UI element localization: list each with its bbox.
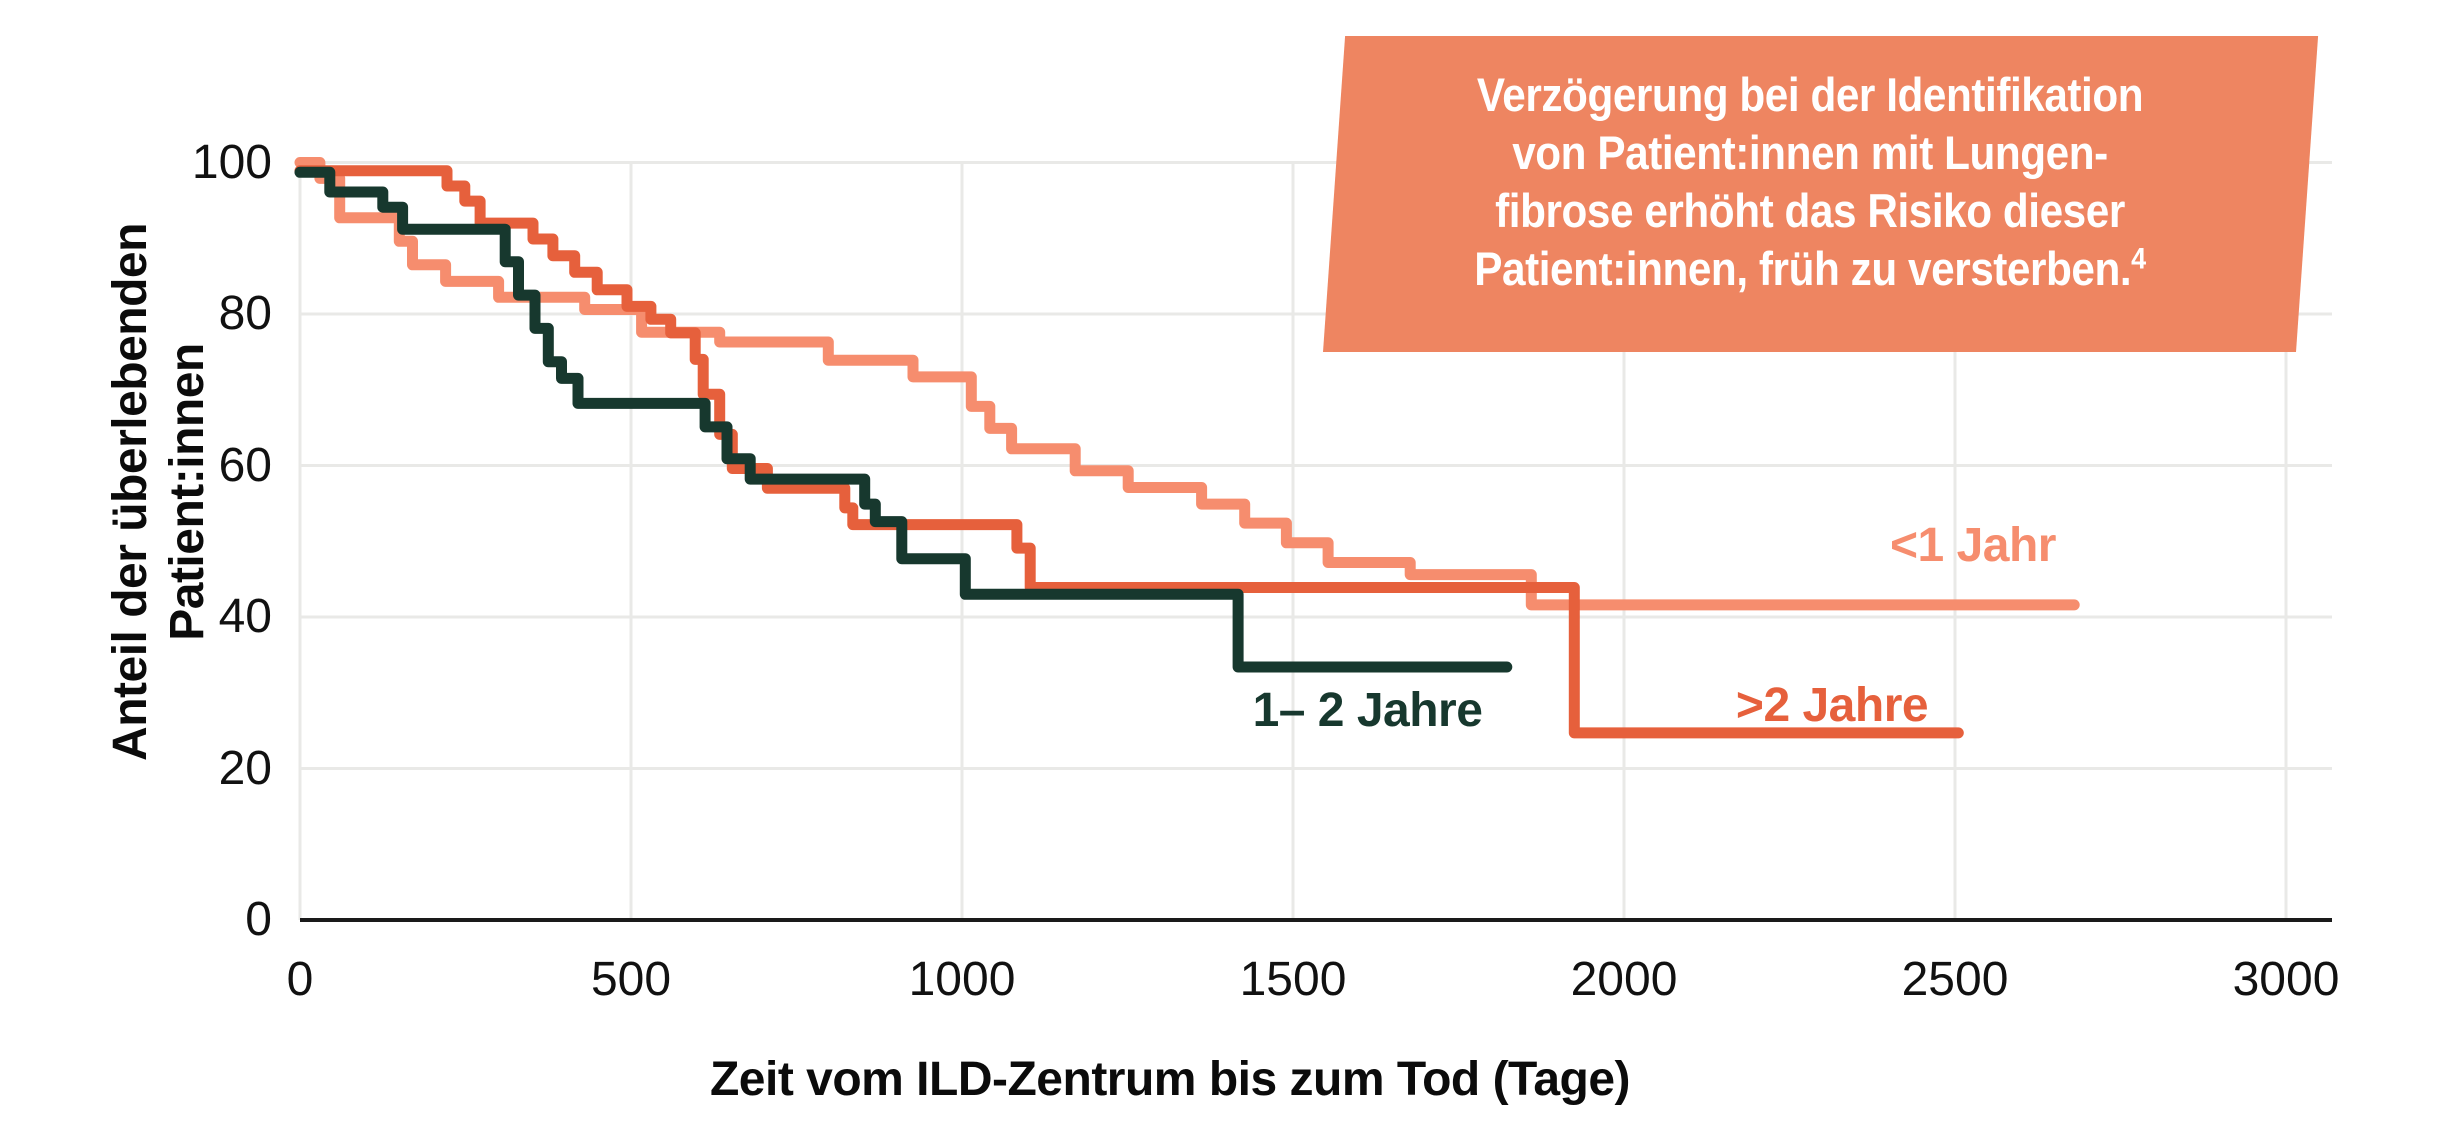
annotation-line-4: Patient:innen, früh zu versterben.4 (1378, 240, 2242, 298)
annotation-line-4-text: Patient:innen, früh zu versterben. (1474, 242, 2132, 295)
y-tick-label-100: 100 (191, 135, 272, 189)
annotation-text: Verzögerung bei der Identifikation von P… (1378, 66, 2242, 298)
annotation-line-3: fibrose erhöht das Risiko dieser (1495, 184, 2125, 237)
curve-1-2-jahre (294, 166, 1513, 673)
curve-label-1-2-jahre: 1– 2 Jahre (1252, 684, 1483, 737)
survival-curves (294, 157, 2080, 739)
annotation-line-1: Verzögerung bei der Identifikation (1476, 68, 2144, 121)
curve-label-gt2-jahre: >2 Jahre (1735, 679, 1929, 732)
annotation-line-2: von Patient:innen mit Lungen- (1512, 126, 2108, 179)
x-tick-label-3000: 3000 (2232, 953, 2340, 1006)
y-tick-label-80: 80 (218, 287, 272, 340)
x-tick-label-1000: 1000 (908, 953, 1016, 1006)
x-tick-label-0: 0 (286, 953, 314, 1006)
y-tick-label-60: 60 (218, 438, 272, 492)
x-tick-label-2500: 2500 (1901, 953, 2009, 1006)
y-tick-label-40: 40 (218, 590, 272, 643)
x-tick-label-1500: 1500 (1239, 953, 1347, 1006)
x-tick-label-500: 500 (590, 953, 672, 1006)
y-tick-label-0: 0 (245, 893, 272, 946)
annotation-footnote-marker: 4 (2131, 242, 2146, 276)
curve-lt1-jahr (294, 157, 2080, 611)
x-tick-label-2000: 2000 (1570, 953, 1678, 1006)
curve-label-lt1-jahr: <1 Jahr (1890, 519, 2056, 572)
y-tick-label-20: 20 (218, 741, 272, 795)
x-axis-title: Zeit vom ILD-Zentrum bis zum Tod (Tage) (709, 1053, 1631, 1106)
